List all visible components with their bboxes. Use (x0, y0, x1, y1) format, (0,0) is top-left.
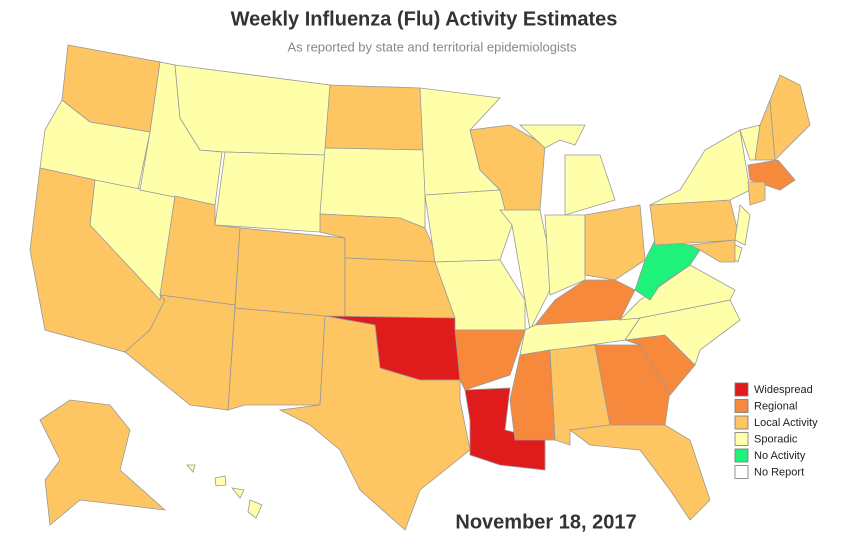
legend-swatch (734, 448, 749, 463)
state (464, 387, 546, 471)
state (544, 214, 586, 296)
legend-label: No Activity (754, 450, 806, 462)
legend-swatch (734, 382, 749, 397)
state (278, 315, 471, 531)
state (174, 64, 331, 156)
state (39, 399, 167, 526)
legend-label: Sporadic (754, 433, 798, 445)
legend-label: Widespread (754, 384, 813, 396)
legend-label: No Report (754, 466, 804, 478)
state (227, 307, 326, 411)
state (247, 499, 263, 519)
state (564, 154, 616, 216)
state (747, 181, 766, 206)
state (324, 84, 426, 151)
state (649, 129, 751, 206)
subtitle: As reported by state and territorial epi… (287, 39, 577, 54)
legend-swatch (734, 465, 749, 479)
state (214, 475, 227, 487)
state (454, 329, 526, 391)
states (29, 44, 811, 531)
legend-label: Local Activity (754, 417, 818, 429)
state (568, 424, 711, 521)
state (769, 74, 811, 161)
state (424, 189, 513, 263)
state (734, 204, 751, 246)
state (584, 204, 646, 281)
state (688, 239, 736, 263)
date: November 18, 2017 (455, 511, 636, 533)
legend-swatch (734, 415, 749, 430)
state (186, 464, 196, 473)
title: Weekly Influenza (Flu) Activity Estimate… (231, 8, 618, 30)
state (594, 344, 671, 426)
state (234, 227, 346, 319)
state (649, 199, 741, 246)
legend-swatch (734, 432, 749, 446)
state (231, 487, 245, 499)
state (518, 124, 586, 149)
state (509, 349, 556, 441)
legend-label: Regional (754, 400, 797, 412)
legend-swatch (734, 399, 749, 413)
legend: Widespread Regional Local Activity Sporadic… (734, 382, 818, 479)
state (214, 151, 326, 233)
state (618, 264, 736, 321)
